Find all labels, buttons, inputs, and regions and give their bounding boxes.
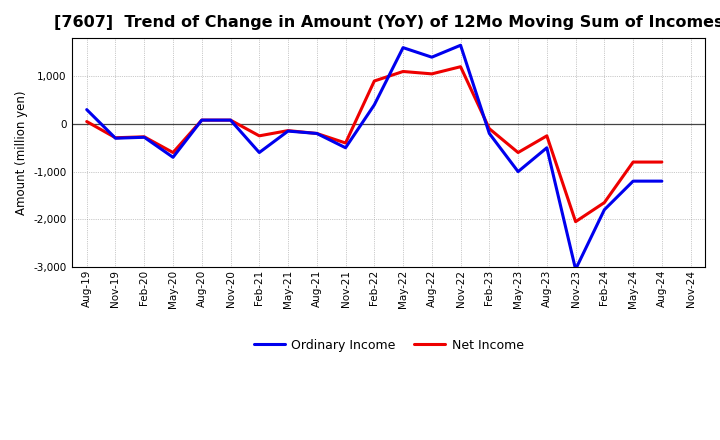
Net Income [255, 133, 264, 139]
Ordinary Income [571, 267, 580, 272]
Net Income [543, 133, 552, 139]
Title: [7607]  Trend of Change in Amount (YoY) of 12Mo Moving Sum of Incomes: [7607] Trend of Change in Amount (YoY) o… [54, 15, 720, 30]
Net Income [600, 200, 608, 205]
Net Income [312, 131, 321, 136]
Ordinary Income [514, 169, 523, 174]
Net Income [140, 134, 148, 139]
Net Income [456, 64, 465, 70]
Ordinary Income [370, 102, 379, 107]
Ordinary Income [197, 117, 206, 123]
Ordinary Income [111, 136, 120, 141]
Net Income [226, 117, 235, 123]
Ordinary Income [168, 155, 177, 160]
Y-axis label: Amount (million yen): Amount (million yen) [15, 90, 28, 215]
Legend: Ordinary Income, Net Income: Ordinary Income, Net Income [248, 334, 528, 357]
Net Income [485, 126, 494, 131]
Net Income [428, 71, 436, 77]
Ordinary Income [428, 55, 436, 60]
Ordinary Income [255, 150, 264, 155]
Net Income [111, 135, 120, 140]
Net Income [514, 150, 523, 155]
Net Income [341, 140, 350, 146]
Ordinary Income [226, 117, 235, 123]
Ordinary Income [341, 145, 350, 150]
Net Income [197, 117, 206, 123]
Net Income [370, 78, 379, 84]
Line: Net Income: Net Income [86, 67, 662, 222]
Net Income [629, 159, 637, 165]
Ordinary Income [657, 179, 666, 184]
Net Income [284, 128, 292, 133]
Ordinary Income [543, 145, 552, 150]
Ordinary Income [485, 131, 494, 136]
Line: Ordinary Income: Ordinary Income [86, 45, 662, 269]
Ordinary Income [312, 131, 321, 136]
Ordinary Income [456, 43, 465, 48]
Ordinary Income [399, 45, 408, 50]
Ordinary Income [600, 207, 608, 213]
Net Income [168, 150, 177, 155]
Net Income [571, 219, 580, 224]
Net Income [657, 159, 666, 165]
Net Income [82, 119, 91, 124]
Ordinary Income [82, 107, 91, 112]
Ordinary Income [140, 135, 148, 140]
Ordinary Income [284, 128, 292, 134]
Net Income [399, 69, 408, 74]
Ordinary Income [629, 179, 637, 184]
